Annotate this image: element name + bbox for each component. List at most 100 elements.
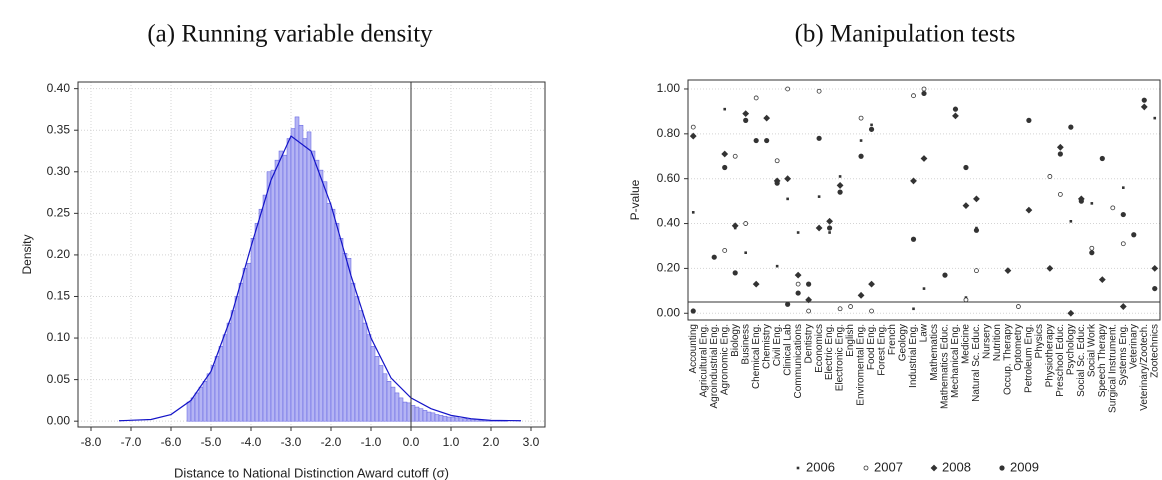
histogram-bar: [250, 238, 256, 422]
x-tick-label: -4.0: [241, 435, 262, 449]
x-tick-label: Agronomic Eng.: [719, 324, 730, 395]
point: [1110, 205, 1116, 211]
x-tick-label: Optometry: [1013, 324, 1024, 371]
point: [816, 135, 822, 141]
x-tick-label: English: [845, 324, 856, 357]
y-axis-label: P-value: [628, 179, 642, 220]
x-tick-label: Biology: [730, 324, 741, 357]
y-tick-label: 0.00: [657, 305, 681, 319]
point: [1026, 117, 1032, 123]
x-tick-label: Geology: [898, 324, 909, 361]
histogram-bar: [370, 346, 376, 422]
histogram-bar: [218, 346, 224, 422]
x-tick-label: Enviromental Eng.: [856, 324, 867, 406]
x-tick-label: Nutrition: [992, 324, 1003, 361]
x-tick-label: Communications: [793, 324, 804, 398]
point: [974, 268, 979, 274]
point: [785, 86, 791, 92]
point: [838, 175, 842, 178]
y-tick-label: 0.00: [47, 413, 71, 427]
x-tick-label: Systems Eng.: [1118, 324, 1129, 386]
histogram-bar: [362, 322, 368, 422]
point: [806, 308, 812, 314]
histogram-bar: [458, 418, 464, 422]
x-tick-label: -5.0: [201, 435, 222, 449]
point: [1057, 151, 1063, 157]
histogram-bar: [394, 392, 400, 422]
point: [1141, 97, 1147, 103]
histogram-bar: [434, 414, 440, 422]
x-tick-label: Physiotherapy: [1045, 324, 1056, 387]
y-tick-label: 0.30: [47, 164, 71, 178]
histogram-bar: [246, 262, 252, 422]
point: [973, 227, 980, 233]
point: [775, 264, 779, 268]
histogram-bar: [446, 416, 452, 422]
legend-label: 2006: [806, 459, 835, 474]
histogram-bar: [222, 334, 228, 422]
y-axis-label: Density: [20, 234, 34, 274]
point: [1140, 103, 1148, 111]
point: [973, 195, 980, 203]
y-tick-label: 0.05: [47, 372, 71, 386]
point: [690, 308, 696, 314]
point: [921, 90, 927, 97]
histogram-bar: [358, 310, 364, 422]
x-tick-label: Economics: [814, 324, 825, 373]
point: [920, 155, 928, 162]
point: [722, 164, 728, 171]
point: [1046, 265, 1054, 272]
histogram-bar: [342, 253, 348, 422]
x-tick-label: Mathematics Educ.: [940, 324, 951, 409]
point: [691, 211, 695, 214]
legend-marker: [796, 466, 800, 470]
point: [752, 280, 760, 288]
histogram-bar: [478, 420, 484, 422]
histogram-bar: [406, 402, 412, 422]
x-tick-label: Preschool Educ.: [1055, 324, 1066, 397]
histogram-bar: [294, 116, 300, 422]
point: [744, 251, 747, 255]
y-tick-label: 0.25: [47, 206, 71, 220]
histogram-bar: [258, 208, 264, 422]
histogram-bar: [270, 169, 276, 422]
x-tick-label: 2.0: [483, 435, 500, 449]
x-tick-label: Business: [740, 324, 751, 365]
point: [836, 182, 844, 189]
y-tick-label: 0.40: [47, 81, 71, 95]
point: [753, 95, 759, 101]
point: [827, 225, 833, 231]
histogram-bar: [330, 208, 336, 422]
y-tick-label: 0.60: [657, 171, 681, 185]
y-tick-label: 0.15: [47, 289, 71, 303]
point: [857, 291, 865, 299]
y-tick-label: 0.10: [47, 330, 71, 344]
histogram-bar: [366, 334, 372, 422]
legend-label: 2007: [874, 459, 903, 474]
point: [837, 189, 843, 195]
x-tick-label: -8.0: [81, 435, 102, 449]
point: [774, 158, 780, 164]
point: [922, 287, 926, 290]
point: [753, 137, 759, 144]
histogram-bar: [438, 415, 444, 422]
x-tick-label: Agroindustrial Eng.: [709, 324, 720, 409]
point: [1004, 267, 1012, 275]
point: [1152, 285, 1158, 292]
x-tick-label: Veterinary/Zootech.: [1139, 324, 1150, 411]
point: [962, 202, 970, 210]
point: [963, 297, 969, 303]
histogram-bar: [450, 416, 456, 422]
point: [817, 195, 821, 198]
histogram-bar: [382, 373, 388, 422]
x-tick-label: Speech Therapy: [1097, 324, 1108, 397]
point: [732, 270, 738, 276]
point: [815, 224, 823, 232]
histogram-bar: [286, 138, 292, 422]
histogram-bar: [350, 282, 356, 422]
histogram-bar: [186, 401, 192, 422]
point: [858, 153, 864, 159]
histogram-bar: [402, 401, 408, 422]
y-tick-label: 0.20: [657, 261, 681, 275]
